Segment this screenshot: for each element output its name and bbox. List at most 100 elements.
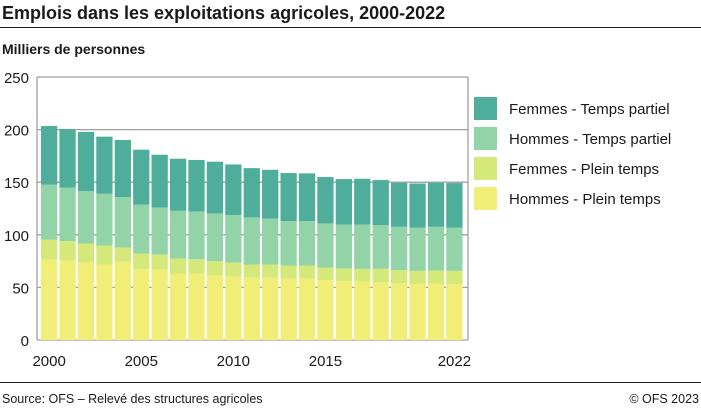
x-tick-label: 2022 [438, 353, 471, 370]
bar-segment [151, 269, 168, 340]
bar-segment [169, 210, 187, 259]
bar-segment [354, 281, 371, 340]
y-tick-label: 50 [12, 280, 29, 297]
bar-segment [446, 284, 463, 340]
bar-segment [372, 268, 389, 283]
bar-segment [225, 215, 242, 263]
bar-segment [77, 131, 95, 192]
bar-segment [59, 241, 76, 261]
bar-segment [206, 161, 224, 214]
bar-segment [262, 218, 279, 265]
bar-segment [262, 264, 279, 278]
bar-segment [225, 276, 242, 340]
bar-segment [151, 207, 168, 255]
y-tick-label: 0 [21, 333, 29, 350]
bar-segment [280, 173, 297, 222]
copyright: © OFS 2023 [629, 392, 699, 406]
bar-segment [188, 160, 205, 212]
title-rule [0, 27, 701, 28]
bar-segment [243, 277, 260, 340]
bar-segment [280, 278, 297, 340]
bar-segment [114, 247, 131, 262]
bar-segment [335, 268, 353, 282]
bar-segment [133, 204, 150, 254]
bar-segment [96, 245, 113, 265]
source-note: Source: OFS – Relevé des structures agri… [2, 392, 263, 406]
legend-label: Hommes - Plein temps [509, 191, 661, 208]
bar-segment [390, 283, 408, 340]
x-tick-label: 2000 [32, 353, 65, 370]
bar-segment [427, 226, 445, 271]
x-tick-label: 2015 [309, 353, 342, 370]
bar-segment [96, 193, 113, 246]
bar-segment [372, 225, 389, 269]
bar-segment [335, 224, 353, 269]
bar-segment [262, 169, 279, 219]
bar-segment [243, 217, 260, 265]
bar-segment [206, 275, 224, 340]
bar-segment [446, 227, 463, 271]
bar-segment [335, 179, 353, 225]
bar-segment [409, 270, 426, 284]
bar-segment [206, 213, 224, 262]
bar-segment [354, 268, 371, 282]
bar-segment [59, 129, 76, 188]
bar-segment [317, 267, 334, 281]
bar-segment [390, 226, 408, 271]
bar-segment [225, 164, 242, 216]
bar-segment [280, 221, 297, 266]
legend-label: Femmes - Plein temps [509, 161, 659, 178]
bar-segment [390, 182, 408, 227]
footer-rule [0, 382, 701, 383]
bar-segment [317, 177, 334, 224]
bar-segment [335, 281, 353, 340]
bar-segment [243, 264, 260, 278]
bar-segment [225, 262, 242, 277]
bar-segment [169, 258, 187, 274]
bar-segment [114, 261, 131, 340]
legend-swatch [474, 127, 497, 150]
chart-title: Emplois dans les exploitations agricoles… [2, 3, 446, 23]
bar-segment [41, 259, 58, 340]
x-tick-label: 2005 [125, 353, 158, 370]
bar-segment [133, 253, 150, 270]
x-tick-label: 2010 [217, 353, 250, 370]
bar-segment [409, 183, 426, 228]
bar-segment [427, 182, 445, 227]
bar-segment [372, 282, 389, 340]
bar-segment [151, 154, 168, 208]
bar-segment [77, 191, 95, 244]
bar-segment [317, 280, 334, 340]
bar-segment [96, 264, 113, 340]
y-tick-label: 250 [4, 70, 29, 87]
bar-segment [77, 243, 95, 263]
bar-segment [114, 197, 131, 248]
bar-segment [169, 273, 187, 340]
bar-segment [133, 269, 150, 340]
bar-segment [262, 277, 279, 340]
bar-segment [114, 140, 131, 198]
bar-segment [298, 265, 316, 279]
bar-segment [354, 178, 371, 225]
legend-label: Femmes - Temps partiel [509, 101, 670, 118]
bar-segment [41, 184, 58, 240]
bar-segment [41, 126, 58, 185]
bar-segment [409, 227, 426, 271]
bar-segment [188, 259, 205, 274]
legend-swatch [474, 97, 497, 120]
bar-segment [77, 262, 95, 340]
bar-segment [298, 278, 316, 340]
legend-swatch [474, 187, 497, 210]
bar-segment [206, 261, 224, 276]
bar-segment [372, 180, 389, 226]
bar-segment [96, 136, 113, 194]
legend-label: Hommes - Temps partiel [509, 131, 671, 148]
bar-segment [280, 265, 297, 279]
bar-segment [243, 168, 260, 218]
bar-segment [59, 187, 76, 242]
y-tick-label: 100 [4, 228, 29, 245]
bar-segment [427, 270, 445, 284]
bar-segment [188, 211, 205, 260]
bar-segment [409, 283, 426, 340]
